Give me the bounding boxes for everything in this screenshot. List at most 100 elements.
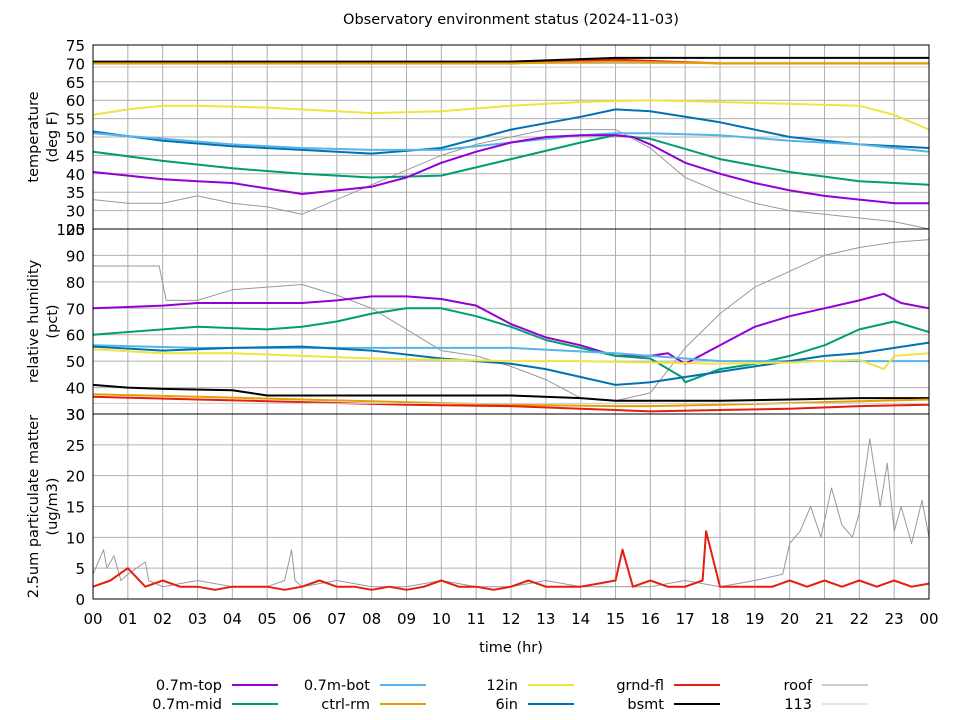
panel-2: 30 40 50 60 70 80 90 100 relative humidity (pct) [26, 221, 930, 424]
series-line-0.7m-top [92, 134, 929, 205]
x-tick-label: 00 [83, 610, 102, 628]
y-tick-label: 50 [66, 129, 85, 147]
x-tick-label: 02 [153, 610, 172, 628]
x-tick-label: 11 [467, 610, 486, 628]
x-tick-label: 20 [780, 610, 799, 628]
legend-label: bsmt [627, 697, 664, 713]
y-tick-label: 40 [66, 380, 85, 398]
legend-label: 12in [486, 678, 518, 694]
y-tick-label: 25 [66, 221, 85, 239]
y-axis-label-line-1: 2.5um particulate matter [26, 415, 42, 598]
series-group [92, 438, 930, 591]
y-axis-label-line-2: (ug/m3) [45, 478, 61, 536]
series-line-grnd-fl [92, 395, 930, 413]
x-tick-label: 16 [641, 610, 660, 628]
y-tick-label: 10 [66, 529, 85, 547]
legend-entry-113: 113 [784, 697, 868, 713]
series-line-bsmt [93, 56, 929, 63]
y-tick-label: 5 [75, 560, 85, 578]
legend-entry-ctrl-rm: ctrl-rm [321, 697, 426, 713]
series-line-roof [92, 129, 930, 230]
series-line-grnd-fl [92, 530, 930, 591]
grid [92, 228, 930, 415]
x-tick-label: 03 [188, 610, 207, 628]
y-tick-label: 30 [66, 406, 85, 424]
legend-label: 0.7m-bot [304, 678, 370, 694]
series-group [92, 56, 930, 230]
y-axis-label-line-2: (pct) [45, 304, 61, 338]
series-line-0.7m-top [92, 292, 930, 365]
series-line-6in [92, 108, 930, 155]
x-tick-label: 06 [292, 610, 311, 628]
y-axis-label: relative humidity (pct) [26, 259, 61, 383]
series-group [92, 239, 930, 413]
panel-frame [92, 413, 930, 600]
legend-entry-0.7m-top: 0.7m-top [156, 678, 278, 694]
y-tick-label: 30 [66, 203, 85, 221]
legend-entry-0.7m-bot: 0.7m-bot [304, 678, 426, 694]
x-tick-label: 15 [606, 610, 625, 628]
grid [92, 413, 930, 600]
y-tick-label: 25 [66, 437, 85, 455]
y-tick-label: 80 [66, 274, 85, 292]
legend-label: grnd-fl [616, 678, 664, 694]
y-axis-label-line-1: relative humidity [26, 259, 42, 383]
x-tick-label: 08 [362, 610, 381, 628]
legend-entry-grnd-fl: grnd-fl [616, 678, 720, 694]
x-tick-label: 12 [501, 610, 520, 628]
legend-entry-bsmt: bsmt [627, 697, 720, 713]
series-line-0.7m-bot [92, 132, 930, 153]
series-line-6in [92, 341, 930, 386]
x-tick-label: 17 [676, 610, 695, 628]
x-tick-label: 00 [919, 610, 938, 628]
y-tick-label: 70 [66, 300, 85, 318]
y-tick-label: 90 [66, 247, 85, 265]
y-axis-label-line-1: temperature [26, 91, 42, 182]
x-tick-label: 07 [327, 610, 346, 628]
y-tick-label: 70 [66, 55, 85, 73]
x-tick-label: 19 [745, 610, 764, 628]
y-tick-label: 35 [66, 184, 85, 202]
x-tick-label: 05 [258, 610, 277, 628]
y-tick-label: 15 [66, 499, 85, 517]
y-tick-label: 55 [66, 111, 85, 129]
y-tick-label: 0 [75, 591, 85, 609]
x-tick-label: 04 [223, 610, 242, 628]
panel-3: 0 5 10 15 20 25 30 2.5um particulate matter (ug/… [26, 406, 930, 609]
series-line-0.7m-mid [92, 134, 930, 186]
x-tick-label: 13 [536, 610, 555, 628]
x-tick-label: 14 [571, 610, 590, 628]
y-axis-label-line-2: (deg F) [45, 111, 61, 163]
x-tick-label: 23 [885, 610, 904, 628]
legend-label: 0.7m-top [156, 678, 222, 694]
legend-label: 0.7m-mid [152, 697, 222, 713]
y-tick-label: 65 [66, 74, 85, 92]
legend-label: 6in [496, 697, 518, 713]
series-line-12in [92, 99, 930, 131]
legend-label: 113 [784, 697, 812, 713]
legend-label: ctrl-rm [321, 697, 370, 713]
x-tick-label: 01 [118, 610, 137, 628]
legend-entry-roof: roof [784, 678, 868, 694]
y-tick-label: 20 [66, 468, 85, 486]
x-tick-label: 21 [815, 610, 834, 628]
y-axis-label: temperature (deg F) [26, 91, 61, 182]
series-line-ctrl-rm [93, 60, 929, 65]
x-tick-label: 10 [432, 610, 451, 628]
series-line-12in [92, 348, 930, 371]
y-tick-label: 40 [66, 166, 85, 184]
y-tick-label: 30 [66, 406, 85, 424]
legend-entry-0.7m-mid: 0.7m-mid [152, 697, 278, 713]
y-tick-label: 75 [66, 37, 85, 55]
y-tick-label: 60 [66, 327, 85, 345]
legend-entry-12in: 12in [486, 678, 574, 694]
chart-title: Observatory environment status (2024-11-… [343, 12, 679, 28]
x-tick-label: 22 [850, 610, 869, 628]
y-tick-label: 60 [66, 92, 85, 110]
y-tick-label: 50 [66, 353, 85, 371]
legend: 0.7m-top 0.7m-mid 0.7m-bot ctrl-rm 12in 6in gr… [152, 678, 868, 713]
series-line-0.7m-mid [92, 307, 930, 384]
